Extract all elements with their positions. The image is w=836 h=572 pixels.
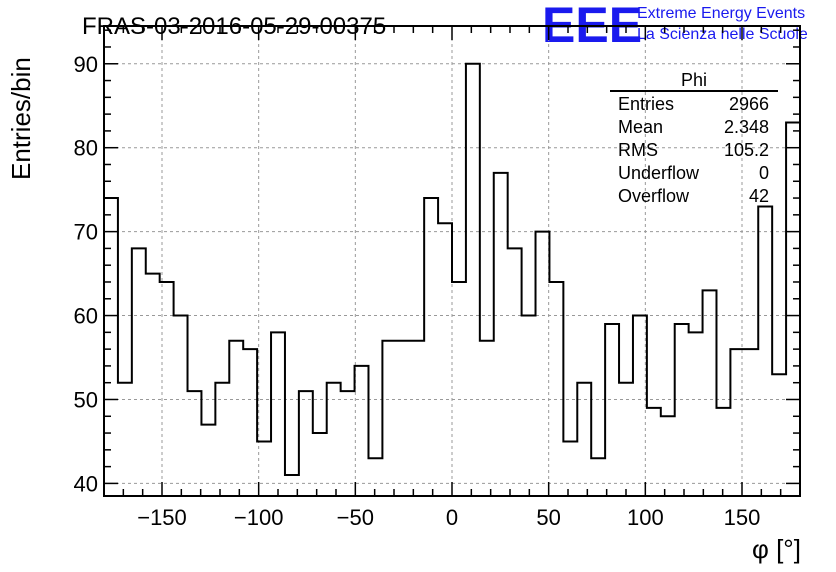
x-tick-label: 50	[536, 505, 560, 530]
stats-row-value: 105.2	[724, 140, 769, 160]
x-tick-label: 100	[627, 505, 664, 530]
stats-row-value: 0	[759, 163, 769, 183]
stats-row-label: Entries	[618, 94, 674, 114]
stats-row-label: Overflow	[618, 186, 690, 206]
x-tick-label: −100	[234, 505, 284, 530]
stats-row-label: Mean	[618, 117, 663, 137]
eee-logo-line2: La Scienza nelle Scuole	[637, 26, 808, 43]
stats-row-label: RMS	[618, 140, 658, 160]
stats-box: Phi Entries 2966 Mean 2.348 RMS 105.2 Underflo…	[610, 70, 778, 206]
y-tick-label: 50	[74, 387, 98, 412]
stats-row-value: 2966	[729, 94, 769, 114]
histogram-step-line	[104, 62, 800, 477]
y-tick-labels: 40 50 60 70 80 90	[74, 52, 98, 497]
x-axis-label: φ [°]	[752, 534, 801, 564]
y-tick-label: 90	[74, 52, 98, 77]
stats-box-title: Phi	[681, 70, 707, 90]
eee-logo-line1: Extreme Energy Events	[637, 5, 805, 22]
x-tick-label: 0	[446, 505, 458, 530]
y-tick-label: 80	[74, 136, 98, 161]
y-tick-label: 40	[74, 471, 98, 496]
x-tick-label: −50	[337, 505, 374, 530]
y-tick-label: 70	[74, 220, 98, 245]
stats-row-value: 2.348	[724, 117, 769, 137]
y-tick-label: 60	[74, 304, 98, 329]
stats-row-label: Underflow	[618, 163, 700, 183]
axis-ticks	[103, 26, 801, 496]
x-tick-label: 150	[724, 505, 761, 530]
stats-box-rows: Entries 2966 Mean 2.348 RMS 105.2 Underflow 0 Ov…	[618, 94, 769, 206]
stats-row-value: 42	[749, 186, 769, 206]
y-axis-label: Entries/bin	[6, 57, 36, 180]
x-tick-label: −150	[137, 505, 187, 530]
x-tick-labels: −150 −100 −50 0 50 100 150	[137, 505, 760, 530]
